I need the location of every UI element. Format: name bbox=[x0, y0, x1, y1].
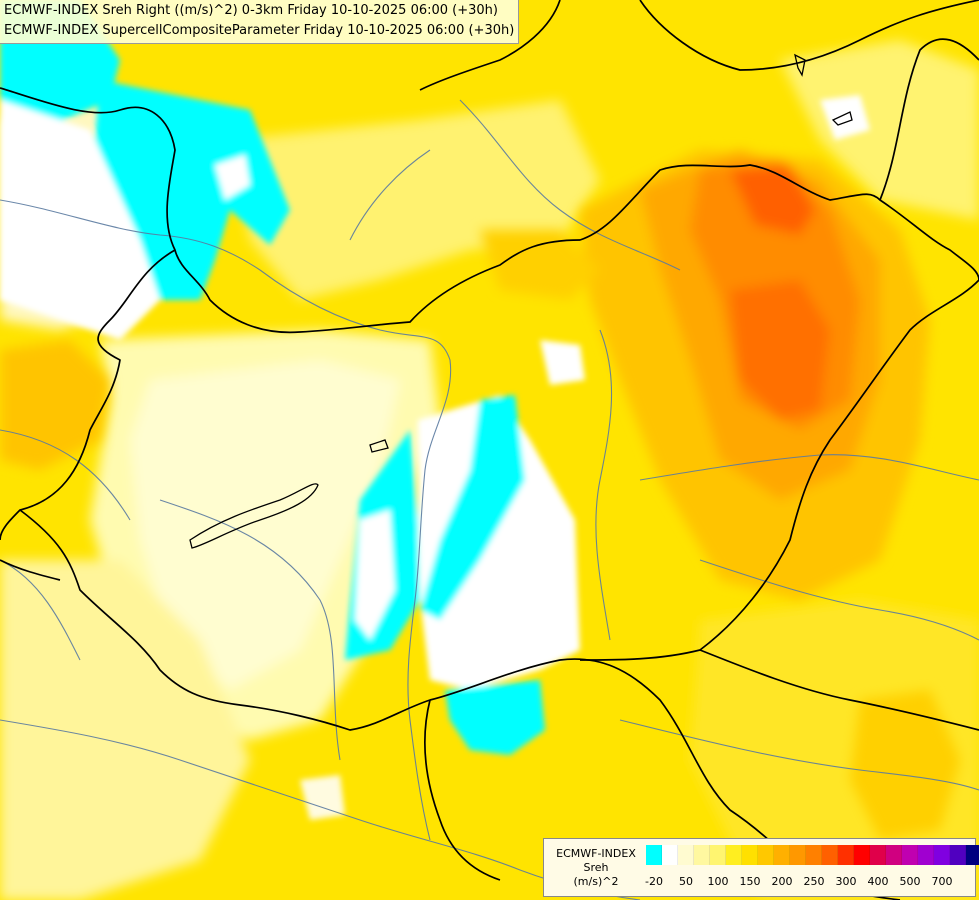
legend-swatch bbox=[646, 845, 662, 865]
legend-swatch bbox=[934, 845, 950, 865]
legend-tick-label: 300 bbox=[835, 875, 857, 888]
legend-swatch bbox=[886, 845, 902, 865]
map-title-box: ECMWF-INDEX Sreh Right ((m/s)^2) 0-3km F… bbox=[0, 0, 520, 44]
legend-swatch bbox=[854, 845, 870, 865]
legend-swatch bbox=[662, 845, 678, 865]
legend-ticks: -20 50 100 150 200 250 300 400 500 700 bbox=[645, 875, 966, 889]
title-line-scp: ECMWF-INDEX SupercellCompositeParameter … bbox=[4, 23, 515, 38]
legend-tick-label: -20 bbox=[645, 875, 663, 888]
legend-tick-label: 400 bbox=[867, 875, 889, 888]
legend-parameter: Sreh bbox=[583, 861, 609, 874]
lakes bbox=[189, 53, 853, 549]
legend-colorbar bbox=[646, 845, 979, 865]
color-legend: ECMWF-INDEX Sreh (m/s)^2 -20 50 100 150 200 2… bbox=[543, 838, 979, 897]
legend-swatch bbox=[902, 845, 918, 865]
legend-swatch bbox=[838, 845, 854, 865]
legend-swatch bbox=[790, 845, 806, 865]
legend-swatch bbox=[710, 845, 726, 865]
high-srh-fill bbox=[0, 150, 960, 840]
title-line-sreh: ECMWF-INDEX Sreh Right ((m/s)^2) 0-3km F… bbox=[4, 3, 498, 18]
legend-swatch bbox=[758, 845, 774, 865]
legend-swatch bbox=[822, 845, 838, 865]
legend-tick-label: 50 bbox=[679, 875, 693, 888]
legend-title: ECMWF-INDEX Sreh (m/s)^2 bbox=[550, 847, 642, 889]
legend-swatch bbox=[950, 845, 966, 865]
legend-tick-label: 200 bbox=[771, 875, 793, 888]
legend-swatch bbox=[678, 845, 694, 865]
legend-swatch bbox=[726, 845, 742, 865]
legend-tick-label: 700 bbox=[931, 875, 953, 888]
legend-swatch bbox=[774, 845, 790, 865]
legend-swatch bbox=[918, 845, 934, 865]
legend-swatch bbox=[694, 845, 710, 865]
legend-tick-label: 100 bbox=[707, 875, 729, 888]
legend-swatch bbox=[966, 845, 979, 865]
negative-srh-fill bbox=[0, 0, 870, 820]
legend-swatch bbox=[806, 845, 822, 865]
legend-swatch bbox=[742, 845, 758, 865]
legend-tick-label: 500 bbox=[899, 875, 921, 888]
legend-swatch bbox=[870, 845, 886, 865]
lake-balaton bbox=[189, 483, 319, 549]
legend-unit: (m/s)^2 bbox=[573, 875, 619, 888]
legend-model: ECMWF-INDEX bbox=[556, 847, 636, 860]
legend-tick-label: 150 bbox=[739, 875, 761, 888]
legend-tick-label: 250 bbox=[803, 875, 825, 888]
